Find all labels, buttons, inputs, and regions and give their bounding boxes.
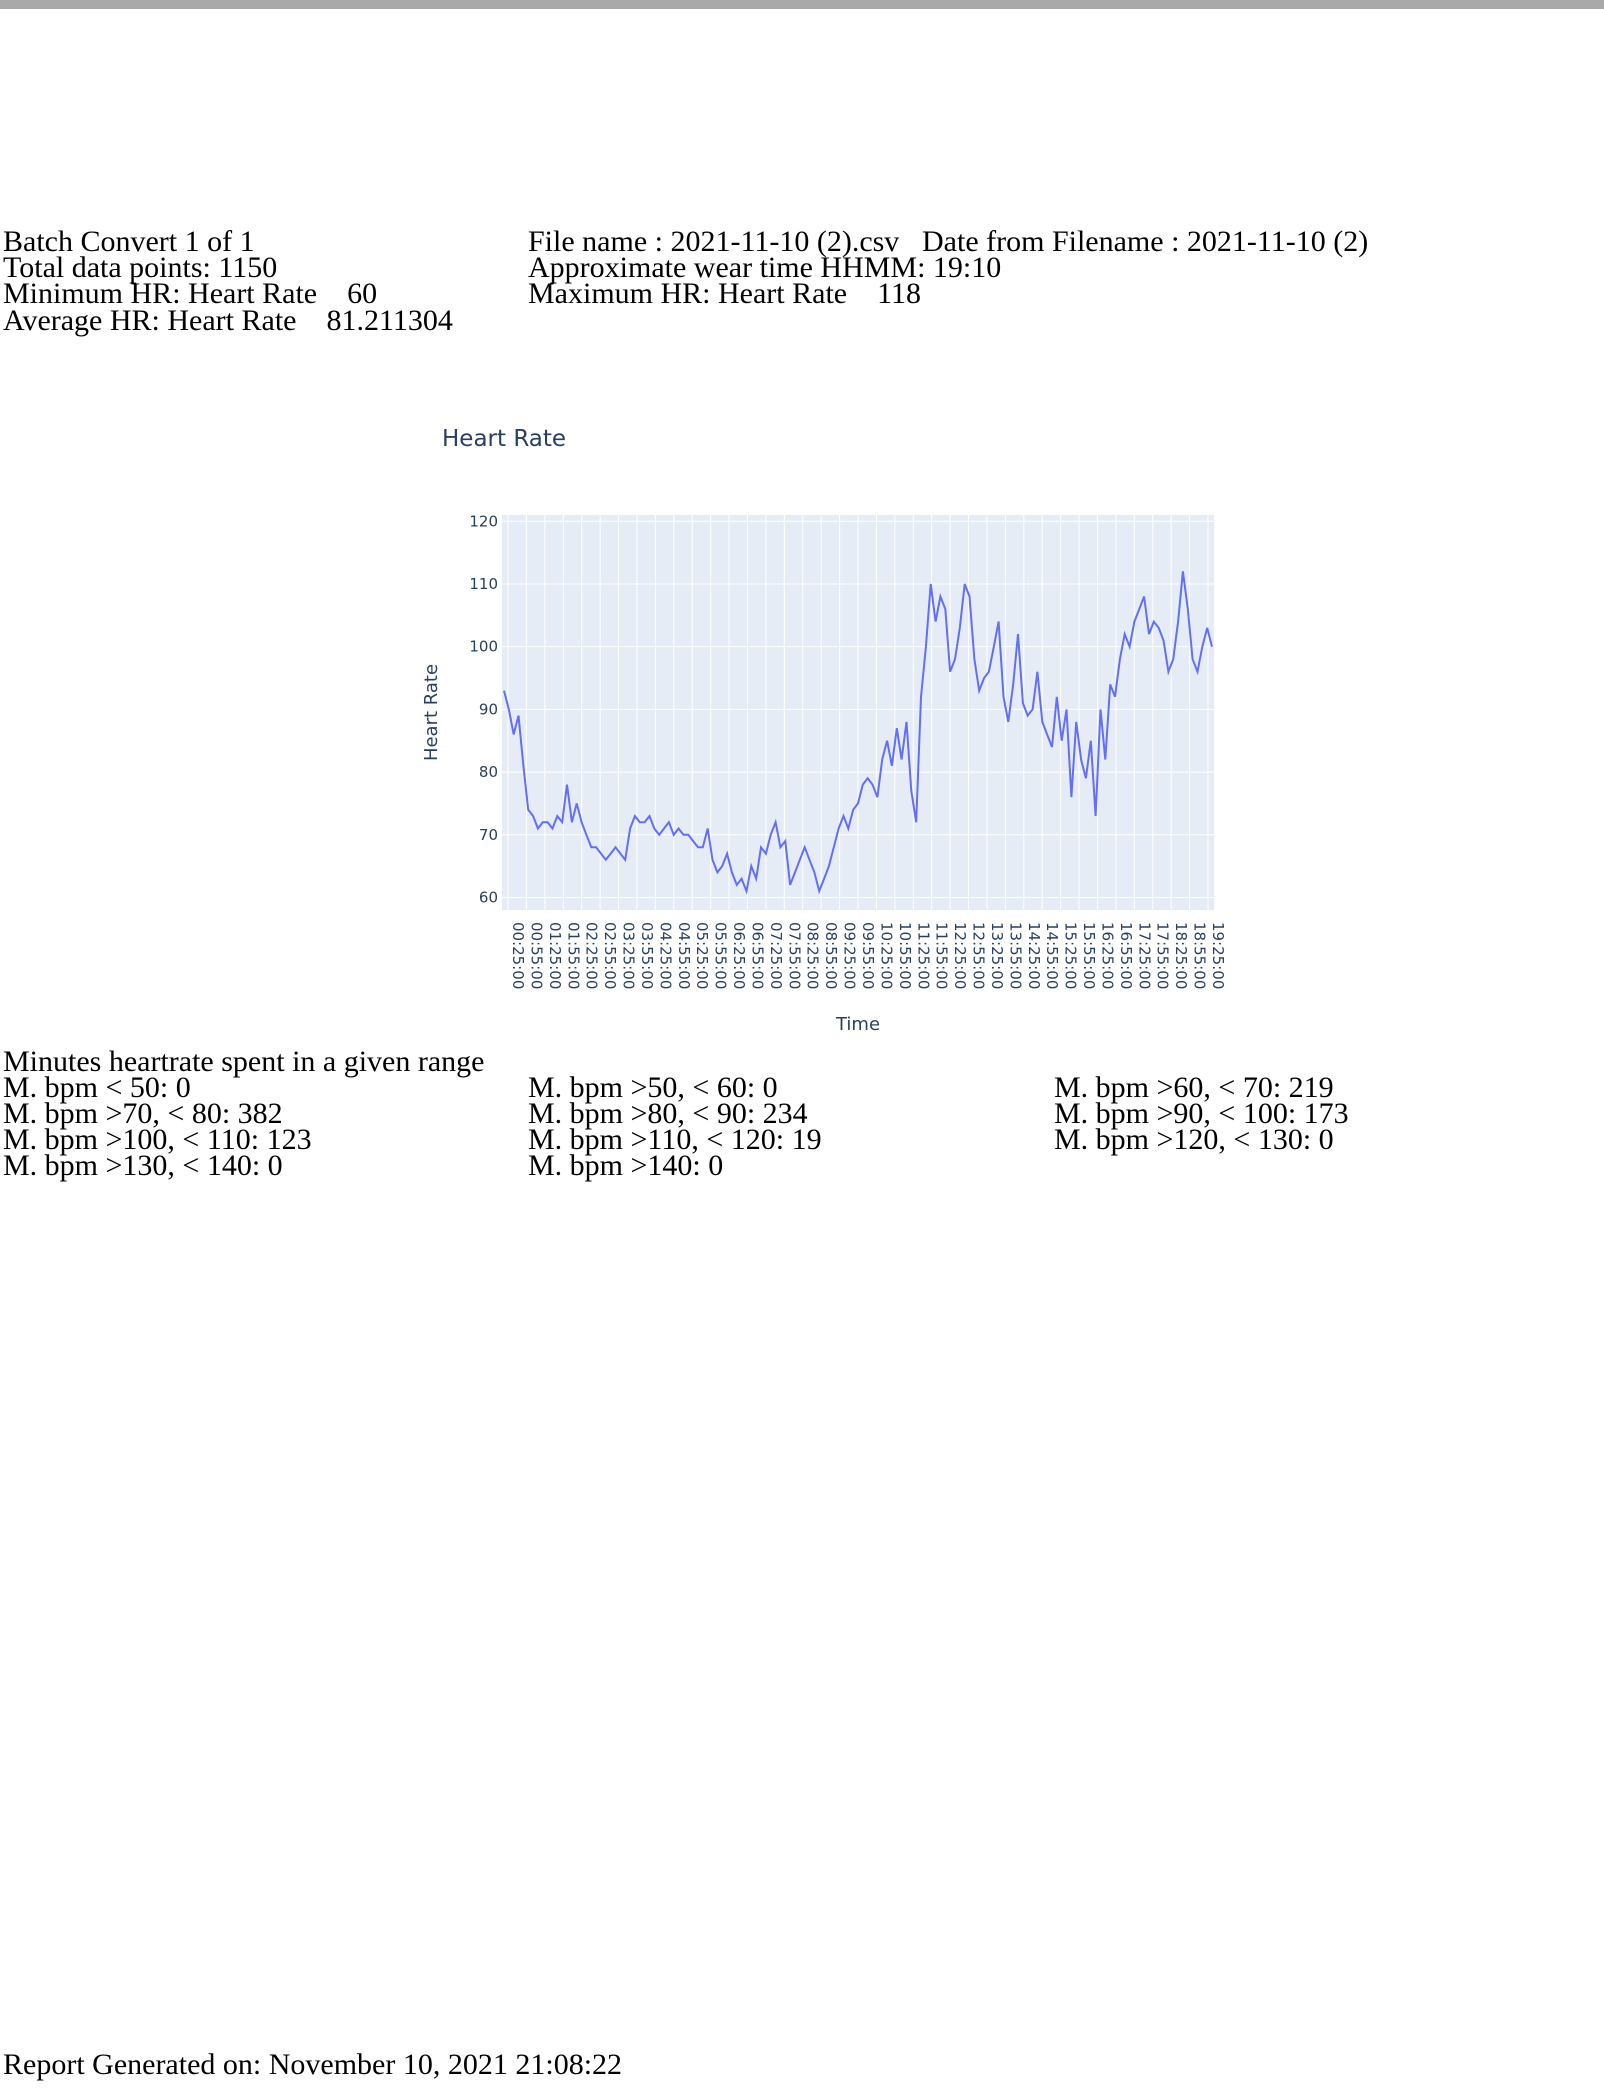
x-tick-label: 15:25:00	[1062, 922, 1080, 989]
x-tick-label: 08:55:00	[822, 922, 840, 989]
x-tick-label: 08:25:00	[804, 922, 822, 989]
chart-title: Heart Rate	[442, 426, 567, 452]
x-tick-label: 17:25:00	[1135, 922, 1153, 989]
x-tick-label: 07:25:00	[767, 922, 785, 989]
x-tick-label: 13:25:00	[988, 922, 1006, 989]
x-tick-label: 09:25:00	[841, 922, 859, 989]
x-tick-label: 12:25:00	[951, 922, 969, 989]
x-tick-label: 00:55:00	[527, 922, 545, 989]
x-tick-label: 11:55:00	[933, 922, 951, 989]
x-tick-label: 12:55:00	[970, 922, 988, 989]
x-tick-label: 14:25:00	[1025, 922, 1043, 989]
y-tick-label: 90	[479, 700, 498, 718]
x-tick-label: 06:25:00	[730, 922, 748, 989]
x-tick-label: 00:25:00	[509, 922, 527, 989]
x-tick-label: 10:25:00	[877, 922, 895, 989]
range-col1-row3: M. bpm >100, < 110: 123	[3, 1123, 312, 1156]
y-axis-title: Heart Rate	[421, 664, 442, 761]
y-tick-label: 120	[469, 512, 498, 530]
batch-info: Batch Convert 1 of 1	[3, 225, 255, 258]
x-tick-label: 19:25:00	[1209, 922, 1227, 989]
x-tick-label: 01:25:00	[546, 922, 564, 989]
y-tick-label: 80	[479, 763, 498, 781]
x-tick-label: 09:55:00	[859, 922, 877, 989]
range-col2-row1: M. bpm >50, < 60: 0	[528, 1071, 778, 1104]
total-data-points: Total data points: 1150	[3, 251, 278, 284]
heart-rate-series-line	[503, 571, 1213, 895]
x-tick-label: 18:55:00	[1191, 922, 1209, 989]
x-tick-label: 14:55:00	[1043, 922, 1061, 989]
minimum-hr: Minimum HR: Heart Rate 60	[3, 277, 378, 310]
y-tick-label: 110	[469, 575, 498, 593]
range-col1-row1: M. bpm < 50: 0	[3, 1071, 191, 1104]
x-tick-label: 16:25:00	[1098, 922, 1116, 989]
y-tick-label: 60	[479, 888, 498, 906]
range-col3-row3: M. bpm >120, < 130: 0	[1054, 1123, 1334, 1156]
x-tick-label: 01:55:00	[564, 922, 582, 989]
x-tick-label: 07:55:00	[785, 922, 803, 989]
x-tick-label: 10:55:00	[896, 922, 914, 989]
date-from-filename: Date from Filename : 2021-11-10 (2)	[922, 225, 1369, 258]
x-tick-label: 02:55:00	[601, 922, 619, 989]
top-border	[0, 0, 1604, 9]
average-hr: Average HR: Heart Rate 81.211304	[3, 304, 453, 337]
range-col1-row2: M. bpm >70, < 80: 382	[3, 1097, 283, 1130]
range-col2-row2: M. bpm >80, < 90: 234	[528, 1097, 808, 1130]
x-tick-label: 18:25:00	[1172, 922, 1190, 989]
range-col2-row3: M. bpm >110, < 120: 19	[528, 1123, 822, 1156]
x-tick-label: 17:55:00	[1154, 922, 1172, 989]
x-tick-label: 06:55:00	[748, 922, 766, 989]
x-tick-label: 04:55:00	[675, 922, 693, 989]
maximum-hr: Maximum HR: Heart Rate 118	[528, 277, 921, 310]
x-axis-title: Time	[835, 1014, 880, 1035]
x-tick-label: 03:25:00	[620, 922, 638, 989]
wear-time: Approximate wear time HHMM: 19:10	[528, 251, 1002, 284]
y-tick-label: 100	[469, 638, 498, 656]
range-col1-row4: M. bpm >130, < 140: 0	[3, 1149, 283, 1182]
ranges-heading: Minutes heartrate spent in a given range	[3, 1045, 485, 1078]
x-tick-label: 13:55:00	[1006, 922, 1024, 989]
x-tick-label: 04:25:00	[656, 922, 674, 989]
x-tick-label: 05:25:00	[693, 922, 711, 989]
range-col3-row2: M. bpm >90, < 100: 173	[1054, 1097, 1349, 1130]
x-tick-label: 03:55:00	[638, 922, 656, 989]
x-tick-label: 16:55:00	[1117, 922, 1135, 989]
range-col3-row1: M. bpm >60, < 70: 219	[1054, 1071, 1334, 1104]
x-tick-label: 05:55:00	[712, 922, 730, 989]
file-name: File name : 2021-11-10 (2).csv	[528, 225, 900, 258]
heart-rate-chart: 00:25:00 00:55:00 01:25:00 01:55:00 02:25:00…	[421, 512, 1227, 1035]
report-generated: Report Generated on: November 10, 2021 2…	[3, 2048, 623, 2081]
range-col2-row4: M. bpm >140: 0	[528, 1149, 724, 1182]
x-tick-label: 02:25:00	[583, 922, 601, 989]
x-tick-label: 15:55:00	[1080, 922, 1098, 989]
y-tick-label: 70	[479, 826, 498, 844]
x-tick-label: 11:25:00	[914, 922, 932, 989]
